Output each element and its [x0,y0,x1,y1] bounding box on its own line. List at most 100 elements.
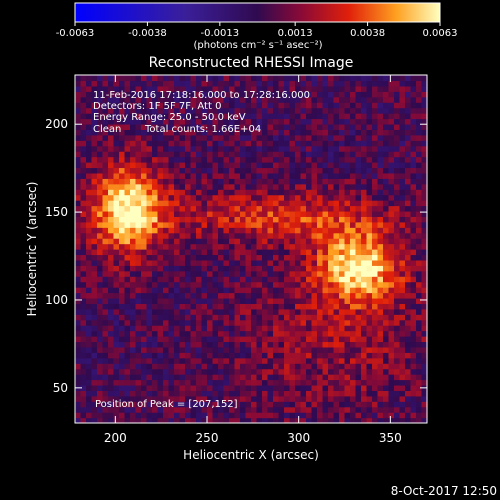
heatmap-cell [135,325,142,332]
heatmap-cell [421,216,427,223]
heatmap-cell [251,303,258,310]
heatmap-cell [339,85,346,92]
heatmap-cell [75,297,82,304]
heatmap-cell [328,259,335,266]
heatmap-cell [339,156,346,163]
heatmap-cell [372,379,379,386]
heatmap-cell [86,374,93,381]
heatmap-cell [262,259,269,266]
heatmap-cell [174,216,181,223]
heatmap-cell [102,151,109,158]
heatmap-cell [157,123,164,130]
heatmap-cell [135,189,142,196]
heatmap-cell [399,281,406,288]
heatmap-cell [223,243,230,250]
heatmap-cell [317,336,324,343]
heatmap-cell [306,156,313,163]
heatmap-cell [300,374,307,381]
heatmap-cell [317,379,324,386]
heatmap-cell [394,281,401,288]
heatmap-cell [196,319,203,326]
heatmap-cell [190,308,197,315]
heatmap-cell [91,113,98,120]
heatmap-cell [388,379,395,386]
heatmap-cell [366,183,373,190]
heatmap-cell [75,183,82,190]
heatmap-cell [97,374,104,381]
heatmap-cell [80,189,87,196]
heatmap-cell [174,75,181,82]
heatmap-cell [108,134,115,141]
heatmap-cell [113,249,120,256]
heatmap-cell [201,314,208,321]
heatmap-cell [300,417,307,423]
heatmap-cell [317,401,324,408]
heatmap-cell [256,401,263,408]
heatmap-cell [399,325,406,332]
heatmap-cell [80,221,87,228]
heatmap-cell [278,216,285,223]
heatmap-cell [113,395,120,402]
heatmap-cell [317,134,324,141]
heatmap-cell [196,325,203,332]
heatmap-cell [405,330,412,337]
annotation-total-counts: Total counts: 1.66E+04 [144,124,261,135]
heatmap-cell [157,384,164,391]
heatmap-cell [273,194,280,201]
heatmap-cell [394,352,401,359]
heatmap-cell [124,254,131,261]
heatmap-cell [135,210,142,217]
heatmap-cell [201,243,208,250]
heatmap-cell [328,96,335,103]
heatmap-cell [119,390,126,397]
heatmap-cell [86,178,93,185]
heatmap-cell [113,183,120,190]
heatmap-cell [394,178,401,185]
heatmap-cell [273,374,280,381]
heatmap-cell [75,243,82,250]
heatmap-cell [273,145,280,152]
heatmap-cell [267,178,274,185]
heatmap-cell [97,227,104,234]
heatmap-cell [135,259,142,266]
heatmap-cell [212,357,219,364]
heatmap-cell [86,254,93,261]
heatmap-cell [146,270,153,277]
heatmap-cell [333,287,340,294]
heatmap-cell [124,270,131,277]
heatmap-cell [355,276,362,283]
heatmap-cell [295,118,302,125]
heatmap-cell [119,303,126,310]
heatmap-cell [75,118,82,125]
heatmap-cell [366,172,373,179]
heatmap-cell [311,91,318,98]
heatmap-cell [124,134,131,141]
heatmap-cell [361,189,368,196]
heatmap-cell [229,352,236,359]
heatmap-cell [372,118,379,125]
heatmap-cell [245,368,252,375]
heatmap-cell [102,80,109,87]
heatmap-cell [218,270,225,277]
heatmap-cell [218,395,225,402]
heatmap-cell [196,189,203,196]
heatmap-cell [317,227,324,234]
heatmap-cell [97,265,104,272]
heatmap-cell [405,341,412,348]
heatmap-cell [300,156,307,163]
heatmap-cell [344,384,351,391]
heatmap-cell [207,363,214,370]
heatmap-cell [416,238,423,245]
heatmap-cell [333,243,340,250]
heatmap-cell [377,325,384,332]
heatmap-cell [86,129,93,136]
heatmap-cell [416,363,423,370]
heatmap-cell [267,151,274,158]
heatmap-cell [141,210,148,217]
heatmap-cell [372,243,379,250]
heatmap-cell [168,319,175,326]
heatmap-cell [256,292,263,299]
heatmap-cell [262,276,269,283]
heatmap-cell [256,308,263,315]
heatmap-cell [223,183,230,190]
